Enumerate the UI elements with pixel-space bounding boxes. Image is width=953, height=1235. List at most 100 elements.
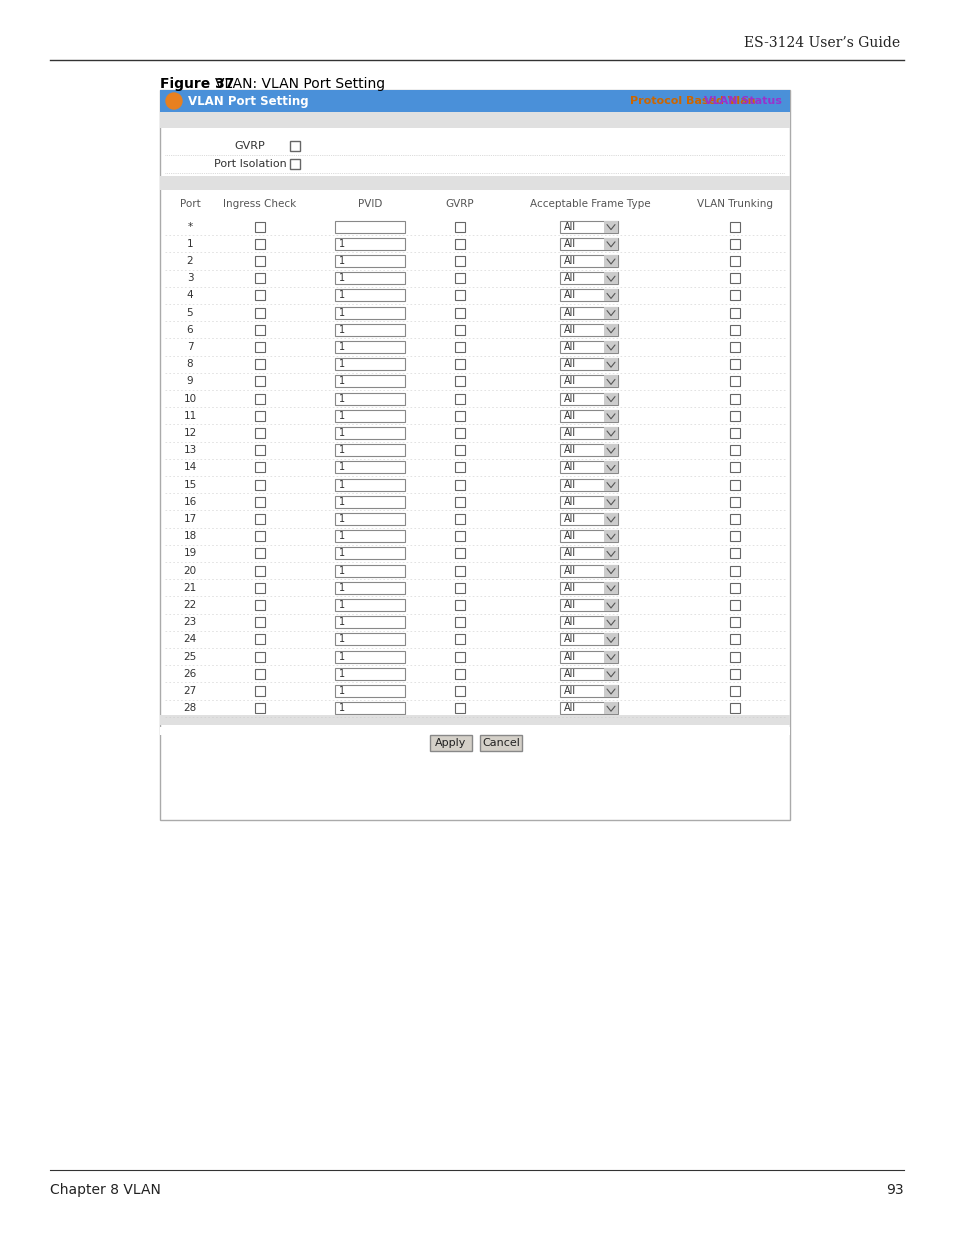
Bar xyxy=(559,272,618,284)
Text: 1: 1 xyxy=(338,290,345,300)
Bar xyxy=(559,427,618,438)
Bar xyxy=(335,582,405,594)
Text: VLAN Trunking: VLAN Trunking xyxy=(697,199,772,209)
Bar xyxy=(559,221,618,232)
Bar xyxy=(729,635,740,645)
Bar xyxy=(729,273,740,283)
Bar xyxy=(254,273,265,283)
Bar xyxy=(729,359,740,369)
Text: All: All xyxy=(563,496,576,506)
Bar xyxy=(290,141,299,151)
Bar xyxy=(603,238,618,249)
Bar xyxy=(559,358,618,370)
Bar xyxy=(729,445,740,456)
Text: All: All xyxy=(563,325,576,335)
Text: 24: 24 xyxy=(183,635,196,645)
Bar xyxy=(335,547,405,559)
Text: 12: 12 xyxy=(183,429,196,438)
Bar xyxy=(455,256,464,266)
Text: 1: 1 xyxy=(338,479,345,489)
Bar xyxy=(603,513,618,525)
Text: 8: 8 xyxy=(187,359,193,369)
Text: All: All xyxy=(563,221,576,232)
FancyBboxPatch shape xyxy=(430,735,472,751)
Bar xyxy=(335,427,405,438)
Bar xyxy=(559,341,618,353)
Bar xyxy=(559,634,618,646)
Text: 2: 2 xyxy=(187,256,193,266)
Bar xyxy=(455,685,464,697)
Bar xyxy=(254,652,265,662)
Bar xyxy=(729,290,740,300)
Bar xyxy=(729,669,740,679)
Text: 13: 13 xyxy=(183,445,196,456)
Text: 1: 1 xyxy=(338,652,345,662)
Bar xyxy=(559,495,618,508)
FancyBboxPatch shape xyxy=(479,735,521,751)
Text: Figure 37: Figure 37 xyxy=(160,77,234,91)
Text: 27: 27 xyxy=(183,685,196,697)
Bar xyxy=(335,634,405,646)
Bar xyxy=(559,547,618,559)
Bar xyxy=(603,289,618,301)
Bar xyxy=(254,429,265,438)
Text: 1: 1 xyxy=(338,514,345,524)
Bar xyxy=(729,325,740,335)
Text: All: All xyxy=(563,359,576,369)
Bar xyxy=(455,583,464,593)
Bar xyxy=(729,429,740,438)
Bar xyxy=(160,112,789,128)
Text: 19: 19 xyxy=(183,548,196,558)
Bar xyxy=(559,616,618,629)
Bar xyxy=(729,496,740,506)
Bar xyxy=(729,618,740,627)
Bar xyxy=(254,445,265,456)
Text: *: * xyxy=(187,221,193,232)
Text: 28: 28 xyxy=(183,703,196,713)
Text: 10: 10 xyxy=(183,394,196,404)
Bar xyxy=(254,411,265,421)
Text: 16: 16 xyxy=(183,496,196,506)
Bar xyxy=(603,410,618,422)
Text: 1: 1 xyxy=(338,273,345,283)
Bar xyxy=(455,221,464,232)
Bar xyxy=(160,727,789,735)
Bar xyxy=(729,462,740,473)
Text: 1: 1 xyxy=(338,256,345,266)
Bar xyxy=(254,462,265,473)
Bar xyxy=(603,564,618,577)
Text: 1: 1 xyxy=(338,548,345,558)
Bar xyxy=(335,306,405,319)
Text: VLAN Port Setting: VLAN Port Setting xyxy=(188,95,309,107)
Bar xyxy=(335,324,405,336)
Bar xyxy=(729,548,740,558)
Bar xyxy=(254,342,265,352)
Bar xyxy=(254,290,265,300)
Bar xyxy=(335,651,405,663)
Bar xyxy=(559,651,618,663)
Bar xyxy=(559,668,618,679)
Bar xyxy=(335,530,405,542)
Bar xyxy=(559,703,618,714)
Bar xyxy=(729,394,740,404)
Text: 1: 1 xyxy=(338,394,345,404)
Bar xyxy=(729,377,740,387)
Text: 5: 5 xyxy=(187,308,193,317)
Text: 1: 1 xyxy=(338,238,345,248)
Bar xyxy=(603,462,618,473)
Text: Apply: Apply xyxy=(435,737,466,748)
Bar xyxy=(254,238,265,248)
Text: All: All xyxy=(563,462,576,473)
Text: All: All xyxy=(563,531,576,541)
Bar xyxy=(455,669,464,679)
Text: 26: 26 xyxy=(183,669,196,679)
Bar xyxy=(335,668,405,679)
Text: 20: 20 xyxy=(183,566,196,576)
Text: All: All xyxy=(563,479,576,489)
Bar xyxy=(603,324,618,336)
Text: All: All xyxy=(563,618,576,627)
Bar xyxy=(559,393,618,405)
Text: 1: 1 xyxy=(338,359,345,369)
Bar xyxy=(455,531,464,541)
Text: 1: 1 xyxy=(338,342,345,352)
